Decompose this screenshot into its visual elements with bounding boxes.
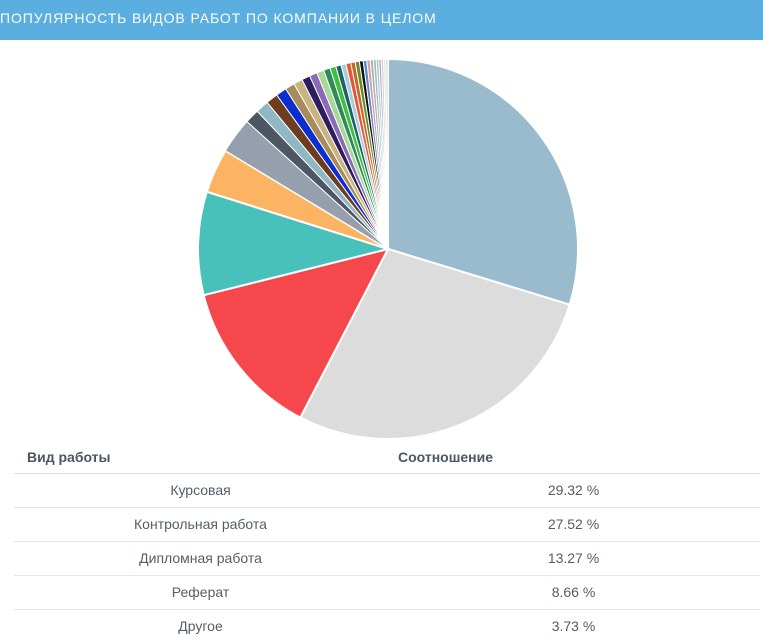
table-body: Курсовая 29.32 % Контрольная работа 27.5…	[14, 474, 760, 643]
table-row: Контрольная работа 27.52 %	[14, 508, 760, 542]
cell-ratio: 13.27 %	[547, 550, 600, 566]
table-header: Вид работы Соотношение	[0, 440, 763, 474]
pie-slice	[202, 247, 390, 419]
pie-slice	[298, 247, 571, 440]
cell-ratio: 3.73 %	[551, 618, 596, 634]
cell-type: Контрольная работа	[134, 516, 267, 532]
pie-slices	[197, 57, 579, 440]
header-divider	[14, 473, 760, 474]
column-header-type: Вид работы	[27, 449, 111, 465]
cell-ratio: 27.52 %	[547, 516, 600, 532]
cell-type: Курсовая	[170, 482, 231, 498]
cell-ratio: 8.66 %	[551, 584, 596, 600]
cell-type: Другое	[178, 618, 223, 634]
cell-type: Реферат	[171, 584, 230, 600]
pie-chart	[197, 57, 579, 440]
cell-ratio: 29.32 %	[547, 482, 600, 498]
table-row: Другое 3.73 %	[14, 610, 760, 643]
page-title: ПОПУЛЯРНОСТЬ ВИДОВ РАБОТ ПО КОМПАНИИ В Ц…	[0, 10, 437, 26]
table-row: Дипломная работа 13.27 %	[14, 542, 760, 576]
cell-type: Дипломная работа	[139, 550, 262, 566]
pie-slice	[385, 58, 389, 250]
table-row: Реферат 8.66 %	[14, 576, 760, 610]
pie-slice	[387, 57, 579, 306]
table-row: Курсовая 29.32 %	[14, 474, 760, 508]
column-header-ratio: Соотношение	[398, 449, 494, 465]
header-bar: ПОПУЛЯРНОСТЬ ВИДОВ РАБОТ ПО КОМПАНИИ В Ц…	[0, 0, 763, 40]
pie-slice	[197, 190, 392, 297]
